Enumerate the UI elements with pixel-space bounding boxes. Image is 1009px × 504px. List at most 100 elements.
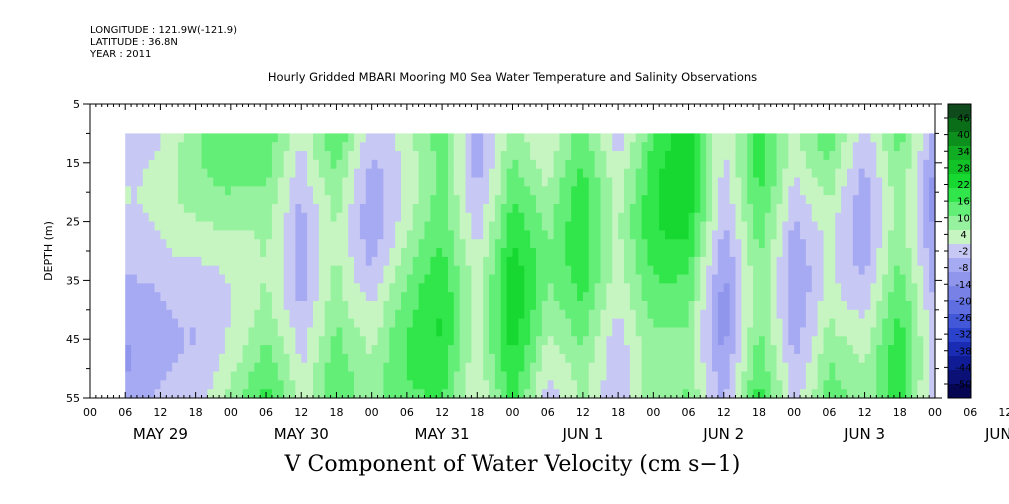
heatmap-cell xyxy=(835,133,842,143)
heatmap-cell xyxy=(876,274,883,284)
heatmap-cell xyxy=(312,371,320,381)
heatmap-cell xyxy=(236,212,244,223)
heatmap-cell xyxy=(406,283,414,293)
heatmap-cell xyxy=(172,212,179,223)
heatmap-cell xyxy=(442,177,449,187)
heatmap-cell xyxy=(166,265,173,276)
heatmap-cell xyxy=(342,203,349,214)
heatmap-cell xyxy=(535,274,543,284)
x-day-label: JUN 4 xyxy=(984,425,1009,443)
heatmap-cell xyxy=(395,177,402,187)
heatmap-cell xyxy=(266,248,273,258)
heatmap-cell xyxy=(811,345,819,355)
heatmap-cell xyxy=(471,177,478,187)
heatmap-cell xyxy=(911,371,918,381)
heatmap-cell xyxy=(254,353,261,364)
heatmap-cell xyxy=(459,142,467,152)
heatmap-cell xyxy=(782,283,789,293)
heatmap-cell xyxy=(383,283,390,293)
heatmap-cell xyxy=(629,353,637,364)
heatmap-cell xyxy=(823,300,830,311)
heatmap-cell xyxy=(858,177,866,187)
heatmap-cell xyxy=(330,212,338,223)
heatmap-cell xyxy=(635,195,643,205)
heatmap-cell xyxy=(277,345,285,355)
heatmap-cell xyxy=(846,274,854,284)
heatmap-cell xyxy=(512,309,519,320)
heatmap-cell xyxy=(136,353,144,364)
heatmap-cell xyxy=(330,300,338,311)
heatmap-cell xyxy=(694,336,701,346)
heatmap-cell xyxy=(553,371,561,381)
heatmap-cell xyxy=(219,336,226,346)
heatmap-cell xyxy=(594,318,602,329)
heatmap-cell xyxy=(483,283,490,293)
heatmap-cell xyxy=(142,248,150,258)
heatmap-cell xyxy=(694,177,701,187)
heatmap-cell xyxy=(823,327,830,337)
heatmap-cell xyxy=(741,239,748,249)
heatmap-cell xyxy=(494,195,502,205)
heatmap-cell xyxy=(178,362,185,373)
heatmap-cell xyxy=(500,389,508,399)
heatmap-cell xyxy=(459,203,467,214)
heatmap-cell xyxy=(465,283,473,293)
heatmap-cell xyxy=(354,195,361,205)
heatmap-cell xyxy=(770,309,778,320)
heatmap-cell xyxy=(477,318,484,329)
heatmap-cell xyxy=(864,221,872,232)
heatmap-cell xyxy=(565,168,572,179)
heatmap-cell xyxy=(195,283,203,293)
heatmap-cell xyxy=(453,371,461,381)
heatmap-cell xyxy=(753,265,760,276)
heatmap-cell xyxy=(406,221,414,232)
heatmap-cell xyxy=(418,265,426,276)
heatmap-cell xyxy=(324,230,332,240)
heatmap-cell xyxy=(817,177,825,187)
heatmap-cell xyxy=(395,300,402,311)
heatmap-cell xyxy=(553,133,561,143)
heatmap-cell xyxy=(682,371,690,381)
heatmap-cell xyxy=(236,283,244,293)
heatmap-cell xyxy=(735,353,742,364)
heatmap-cell xyxy=(336,177,343,187)
heatmap-cell xyxy=(418,168,426,179)
heatmap-cell xyxy=(236,371,244,381)
heatmap-cell xyxy=(442,274,449,284)
heatmap-cell xyxy=(354,336,361,346)
heatmap-cell xyxy=(201,186,208,196)
heatmap-cell xyxy=(324,195,332,205)
heatmap-cell xyxy=(817,265,825,276)
heatmap-cell xyxy=(800,212,807,223)
heatmap-cell xyxy=(618,256,625,267)
heatmap-cell xyxy=(160,327,167,337)
heatmap-cell xyxy=(471,151,478,161)
heatmap-cell xyxy=(811,177,819,187)
heatmap-cell xyxy=(899,133,907,143)
heatmap-cell xyxy=(131,292,138,302)
heatmap-cell xyxy=(641,380,649,390)
heatmap-cell xyxy=(465,353,473,364)
heatmap-cell xyxy=(412,292,420,302)
heatmap-cell xyxy=(230,203,238,214)
heatmap-cell xyxy=(148,327,156,337)
heatmap-cell xyxy=(172,256,179,267)
heatmap-cell xyxy=(835,345,842,355)
colorbar-tick-label: -32 xyxy=(955,330,971,341)
heatmap-cell xyxy=(565,203,572,214)
heatmap-cell xyxy=(489,283,496,293)
heatmap-cell xyxy=(271,265,279,276)
heatmap-cell xyxy=(893,389,901,399)
heatmap-cell xyxy=(377,230,384,240)
heatmap-cell xyxy=(676,380,684,390)
heatmap-cell xyxy=(277,159,285,170)
heatmap-cell xyxy=(641,159,649,170)
heatmap-cell xyxy=(500,327,508,337)
heatmap-cell xyxy=(136,168,144,179)
heatmap-cell xyxy=(477,371,484,381)
heatmap-cell xyxy=(547,283,555,293)
heatmap-cell xyxy=(465,248,473,258)
heatmap-cell xyxy=(459,248,467,258)
heatmap-cell xyxy=(729,203,737,214)
y-tick-label: 45 xyxy=(66,333,80,346)
